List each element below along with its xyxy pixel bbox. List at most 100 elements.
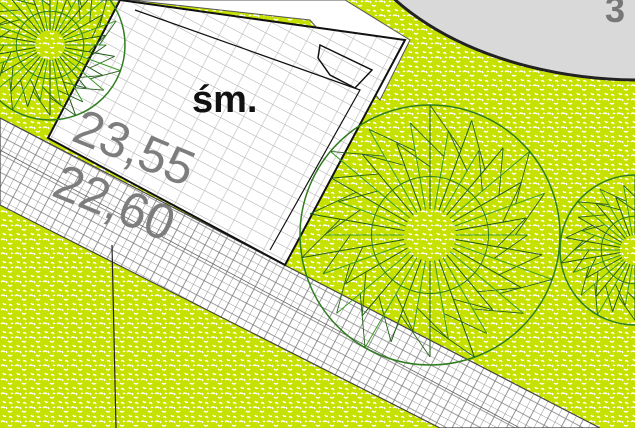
tree-branch xyxy=(32,90,51,116)
tree-branch xyxy=(395,293,414,332)
tree-branch xyxy=(581,230,622,246)
tree-branch xyxy=(0,35,36,43)
tree-branch xyxy=(0,26,37,41)
tree-branch xyxy=(0,51,12,74)
tree-branch xyxy=(54,0,67,32)
tree-branch xyxy=(514,193,545,236)
tree-branch xyxy=(331,177,408,223)
tree-branch xyxy=(615,196,631,237)
tree-branch xyxy=(59,56,87,89)
tree-branch xyxy=(54,58,77,116)
tree-inner-ring xyxy=(15,10,85,80)
tree-branch xyxy=(446,254,494,311)
tree-branch xyxy=(0,2,39,36)
tree-branch xyxy=(98,20,117,46)
tree-branch xyxy=(368,129,416,152)
tree-branch xyxy=(449,151,530,219)
tree-branch xyxy=(361,153,414,216)
tree-branch xyxy=(615,196,635,211)
tree-branch xyxy=(309,191,357,215)
tree-branch xyxy=(33,0,46,32)
tree-branch xyxy=(0,49,37,64)
tree-branch xyxy=(52,0,59,31)
paved-path xyxy=(0,117,601,428)
tree-branch xyxy=(359,293,366,348)
tree-branch xyxy=(390,259,422,343)
tree-branch xyxy=(301,218,341,258)
tree-branch xyxy=(0,15,38,38)
tree-branch xyxy=(561,252,621,264)
tree-branch xyxy=(324,209,361,236)
tree-branch xyxy=(61,0,105,36)
tree-branch xyxy=(438,259,475,358)
tree-branch xyxy=(368,129,418,213)
tree-branch xyxy=(429,325,475,358)
tree-branch xyxy=(599,188,627,202)
tree-branch xyxy=(63,49,121,72)
tree-canopy xyxy=(559,174,635,326)
tree-branch xyxy=(565,237,621,248)
tree-branch xyxy=(39,59,48,101)
tree-branch xyxy=(396,143,422,211)
tree-branch xyxy=(15,0,36,6)
tree-branch xyxy=(41,0,51,6)
tree-branch xyxy=(338,190,378,203)
tree-branch xyxy=(57,89,84,103)
tree-inner-ring xyxy=(371,176,489,294)
tree-branch xyxy=(449,251,524,314)
tree-branch xyxy=(11,0,41,34)
tree-branch xyxy=(331,173,379,179)
tree-branch xyxy=(623,185,633,236)
tree-branch xyxy=(77,75,103,79)
tree-branch xyxy=(496,217,527,248)
tree-branch xyxy=(89,55,115,69)
tree-branch xyxy=(0,30,11,38)
tree-branch xyxy=(560,240,584,264)
walkway xyxy=(100,0,411,101)
tree-branch xyxy=(0,47,36,55)
tree-branch xyxy=(89,0,93,23)
building-inner-outline xyxy=(134,9,361,251)
tree-branch xyxy=(62,14,104,38)
tree-branch xyxy=(478,150,483,192)
tree-branch xyxy=(595,261,626,298)
tree-branch xyxy=(10,66,14,92)
tree-branch xyxy=(502,181,522,223)
tree-branch xyxy=(88,34,106,53)
tree-branch xyxy=(573,254,622,273)
tree-branch xyxy=(74,87,104,91)
tree-branch xyxy=(452,247,522,289)
tree-branch xyxy=(493,234,528,259)
building-detail xyxy=(317,43,374,89)
tree-branch xyxy=(98,0,108,28)
tree-branch xyxy=(0,19,8,25)
tree-branch xyxy=(90,70,121,80)
boundary-line xyxy=(111,244,117,428)
tree-branch xyxy=(434,130,449,210)
tree-branch xyxy=(627,291,635,301)
tree-branch xyxy=(442,257,488,334)
tree-branch xyxy=(477,287,522,293)
tree-branch xyxy=(345,246,364,284)
tree-branch xyxy=(617,295,635,321)
tree-branch xyxy=(498,147,504,196)
tree-branch xyxy=(409,122,445,157)
tree-branch xyxy=(623,185,635,198)
tree-branch xyxy=(434,260,449,340)
building xyxy=(46,0,407,267)
tree-branch xyxy=(599,188,628,238)
tree-branch xyxy=(396,143,431,168)
tree-branch xyxy=(0,19,20,26)
tree-branch xyxy=(471,120,486,170)
tree-branch xyxy=(330,151,411,219)
tree-branch xyxy=(578,214,606,218)
tree-branch xyxy=(409,122,426,210)
tree-branch xyxy=(442,150,480,213)
tree-branch xyxy=(446,147,504,216)
path-edge xyxy=(0,149,521,428)
tree-branch xyxy=(322,234,351,275)
tree-branch xyxy=(452,181,522,223)
tree-branch xyxy=(63,81,87,89)
tree-branch xyxy=(454,243,553,280)
